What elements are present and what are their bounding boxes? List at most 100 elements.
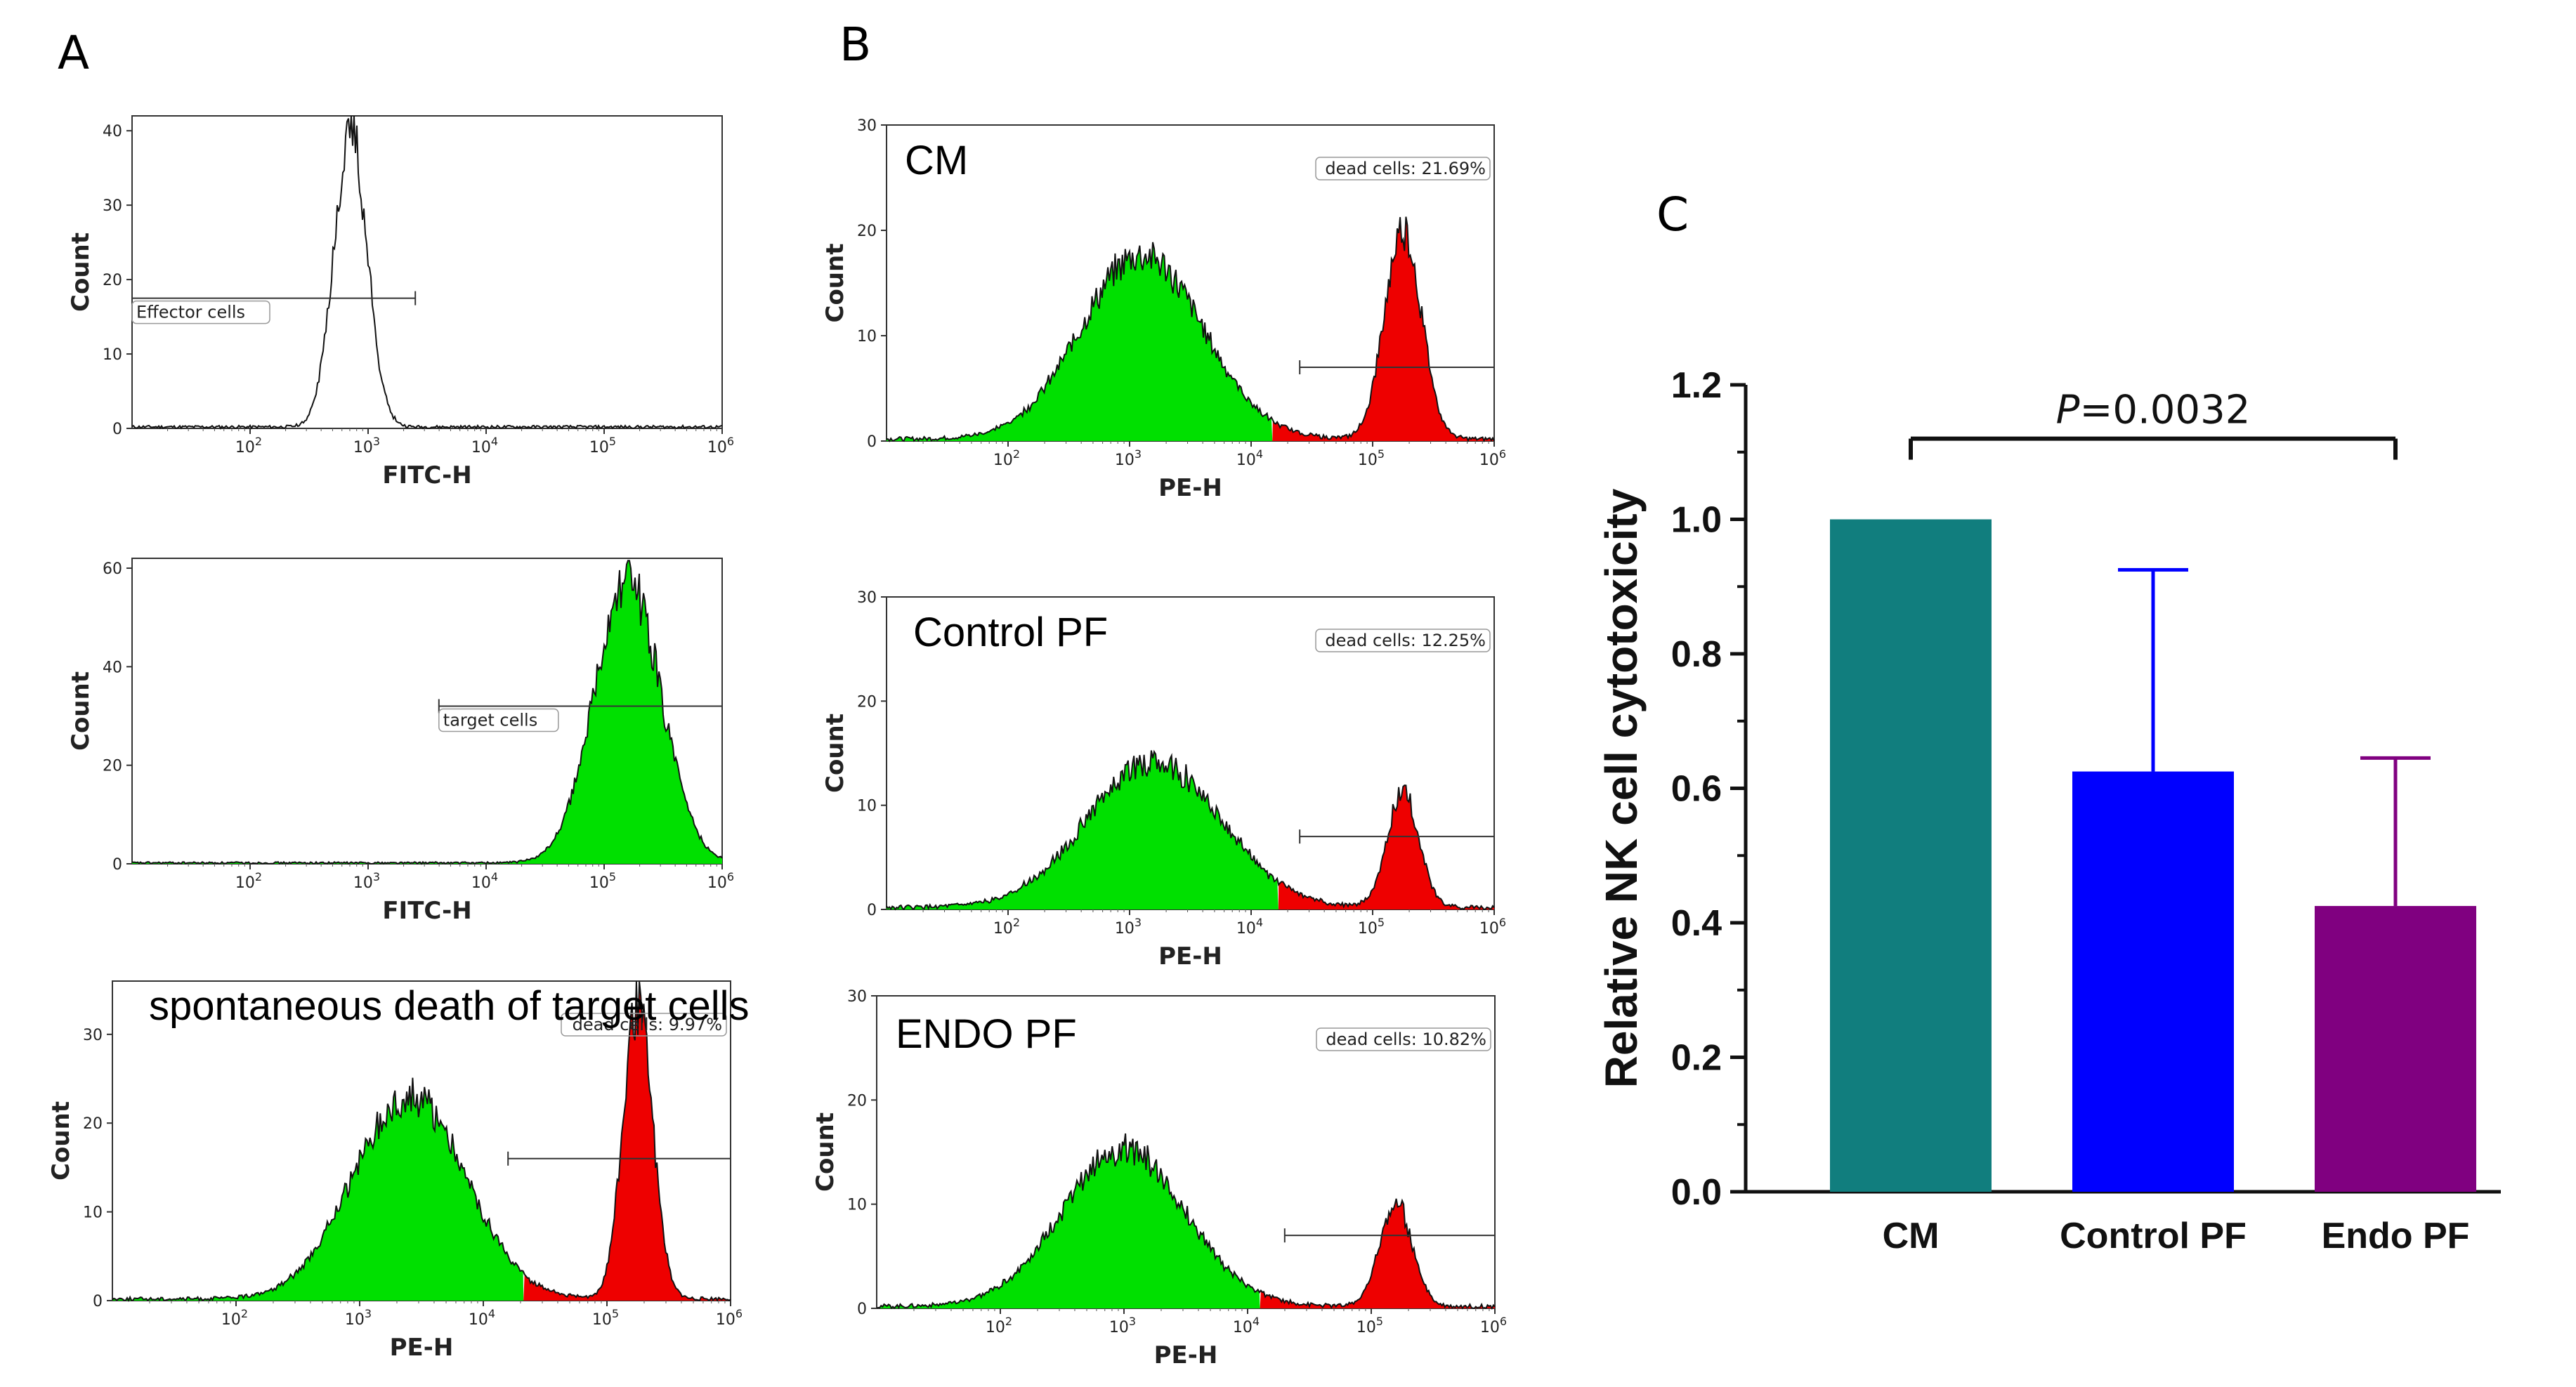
x-tick-label: 104 <box>1236 447 1263 469</box>
gate-label-box <box>1315 629 1491 652</box>
bar-endo-pf <box>2315 906 2476 1192</box>
x-tick-label: 102 <box>235 435 262 456</box>
overlay-label: Control PF <box>913 610 1108 655</box>
y-tick-label: 20 <box>83 1115 103 1133</box>
gate-label: dead cells: 21.69% <box>1325 159 1486 178</box>
x-tick-exponent: 4 <box>1253 1315 1260 1328</box>
x-tick-exponent: 3 <box>373 870 380 883</box>
x-tick-base: 10 <box>1356 1319 1376 1336</box>
histogram-outline <box>886 749 1495 911</box>
x-tick-exponent: 4 <box>1256 447 1263 461</box>
x-axis-label: PE-H <box>390 1334 454 1362</box>
x-tick-base: 10 <box>592 1311 612 1329</box>
bar-cm <box>1830 519 1992 1192</box>
x-tick-base: 10 <box>1358 452 1378 469</box>
x-tick-exponent: 6 <box>1499 916 1506 929</box>
category-label: Control PF <box>2060 1216 2247 1256</box>
x-tick-label: 104 <box>471 435 498 456</box>
x-tick-label: 105 <box>589 435 616 456</box>
category-label: Endo PF <box>2322 1216 2470 1256</box>
panel-letter-b: B <box>839 18 871 72</box>
y-tick-label: 0.8 <box>1671 634 1722 675</box>
x-tick-base: 10 <box>353 874 373 892</box>
bar-chart-nk-cytotoxicity: 0.0 0.2 0.4 0.6 0.8 1.0 1.2 CM Control PF Endo PF… <box>1596 365 2501 1256</box>
x-tick-exponent: 2 <box>241 1307 248 1320</box>
x-tick-exponent: 6 <box>727 435 734 448</box>
x-tick-base: 10 <box>1233 1319 1253 1336</box>
x-tick-base: 10 <box>1479 920 1499 938</box>
x-tick-label: 106 <box>1479 916 1506 938</box>
x-tick-label: 104 <box>469 1307 495 1329</box>
histogram-outline <box>886 216 1495 442</box>
x-tick-label: 103 <box>1115 447 1142 469</box>
x-tick-exponent: 2 <box>255 870 262 883</box>
gate-label: dead cells: 10.82% <box>1326 1030 1486 1049</box>
y-tick-label: 20 <box>857 693 877 711</box>
x-tick-label: 105 <box>1358 447 1385 469</box>
x-tick-exponent: 3 <box>1135 447 1142 461</box>
x-tick-label: 103 <box>1115 916 1142 938</box>
x-tick-label: 106 <box>1480 1315 1507 1336</box>
panel-letter-a: A <box>58 26 89 80</box>
p-value-label: P=0.0032 <box>2056 388 2251 433</box>
x-tick-exponent: 2 <box>1005 1315 1012 1328</box>
overlay-label: spontaneous death of target cells <box>149 983 749 1029</box>
y-tick-label: 0 <box>857 1301 867 1318</box>
y-axis-label: Count <box>67 232 95 312</box>
x-tick-label: 105 <box>592 1307 619 1329</box>
y-tick-label: 20 <box>857 223 877 240</box>
x-tick-base: 10 <box>1479 452 1499 469</box>
histogram-outline <box>131 560 723 865</box>
y-tick-label: 0 <box>112 856 122 874</box>
y-tick-label: 0.2 <box>1671 1038 1722 1079</box>
x-axis-label: FITC-H <box>382 461 471 489</box>
histogram-fill-dead <box>1278 785 1494 909</box>
x-tick-exponent: 3 <box>1129 1315 1136 1328</box>
histogram-outline <box>131 115 723 430</box>
x-tick-base: 10 <box>1480 1319 1500 1336</box>
histogram-fill-live <box>877 1133 1260 1308</box>
x-tick-label: 103 <box>1109 1315 1136 1336</box>
y-tick-label: 30 <box>83 1027 103 1044</box>
x-tick-exponent: 6 <box>1499 447 1506 461</box>
x-axis-label: PE-H <box>1158 474 1222 502</box>
y-tick-label: 0 <box>867 902 877 919</box>
x-tick-label: 103 <box>353 870 380 892</box>
x-tick-label: 103 <box>353 435 380 456</box>
y-tick-label: 30 <box>857 117 877 135</box>
y-tick-label: 0 <box>112 421 122 438</box>
y-tick-label: 30 <box>847 988 867 1006</box>
y-tick-label: 20 <box>847 1092 867 1110</box>
x-tick-label: 104 <box>471 870 498 892</box>
x-tick-base: 10 <box>1115 452 1135 469</box>
x-tick-label: 106 <box>707 870 734 892</box>
x-tick-exponent: 5 <box>1376 1315 1383 1328</box>
x-tick-base: 10 <box>345 1311 365 1329</box>
y-tick-label: 0.4 <box>1671 903 1722 944</box>
x-tick-exponent: 5 <box>609 435 616 448</box>
x-tick-exponent: 4 <box>491 870 498 883</box>
histogram-fill-live <box>112 1077 524 1301</box>
y-tick-label: 30 <box>857 589 877 607</box>
y-tick-label: 20 <box>103 758 122 775</box>
x-tick-label: 102 <box>993 447 1020 469</box>
y-axis-label: Count <box>47 1101 75 1181</box>
histogram-fill-live <box>132 560 722 864</box>
x-tick-exponent: 4 <box>1256 916 1263 929</box>
x-tick-exponent: 6 <box>727 870 734 883</box>
x-tick-base: 10 <box>1109 1319 1129 1336</box>
y-axis-label: Relative NK cell cytotoxicity <box>1596 488 1647 1088</box>
x-tick-base: 10 <box>1358 920 1378 938</box>
y-tick-label: 30 <box>103 197 122 215</box>
histogram-outline <box>112 981 731 1302</box>
gate-label: dead cells: 9.97% <box>573 1015 722 1034</box>
x-tick-base: 10 <box>1115 920 1135 938</box>
y-tick-label: 40 <box>103 659 122 676</box>
x-tick-label: 102 <box>235 870 262 892</box>
x-tick-base: 10 <box>589 874 609 892</box>
gate-label: Effector cells <box>136 303 245 322</box>
x-tick-label: 102 <box>993 916 1020 938</box>
gate-label-box <box>438 708 559 732</box>
x-tick-label: 105 <box>1356 1315 1383 1336</box>
